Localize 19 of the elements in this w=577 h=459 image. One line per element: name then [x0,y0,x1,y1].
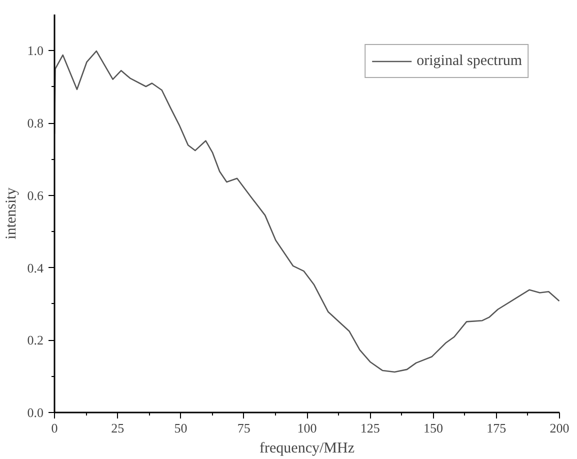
x-tick-label: 100 [297,420,317,436]
y-tick-label: 0.4 [27,260,44,276]
x-tick-label: 200 [550,420,570,436]
y-tick-label: 1.0 [27,43,44,58]
x-tick-label: 150 [424,420,443,436]
legend-label: original spectrum [416,52,522,70]
y-tick-label: 0.8 [27,116,44,131]
y-tick-label: 0.2 [27,332,44,348]
y-tick-label: 0.6 [27,188,44,203]
x-tick-label: 175 [486,420,506,436]
x-axis-title: frequency/MHz [260,440,355,456]
x-tick-label: 125 [360,420,380,436]
y-tick-label: 0.0 [27,405,44,420]
y-axis-title: intensity [3,187,20,240]
line-series [54,50,560,373]
x-tick-label: 75 [237,420,250,436]
x-tick-label: 0 [51,420,58,436]
x-tick-label: 25 [111,420,124,436]
x-tick-label: 50 [174,420,188,436]
